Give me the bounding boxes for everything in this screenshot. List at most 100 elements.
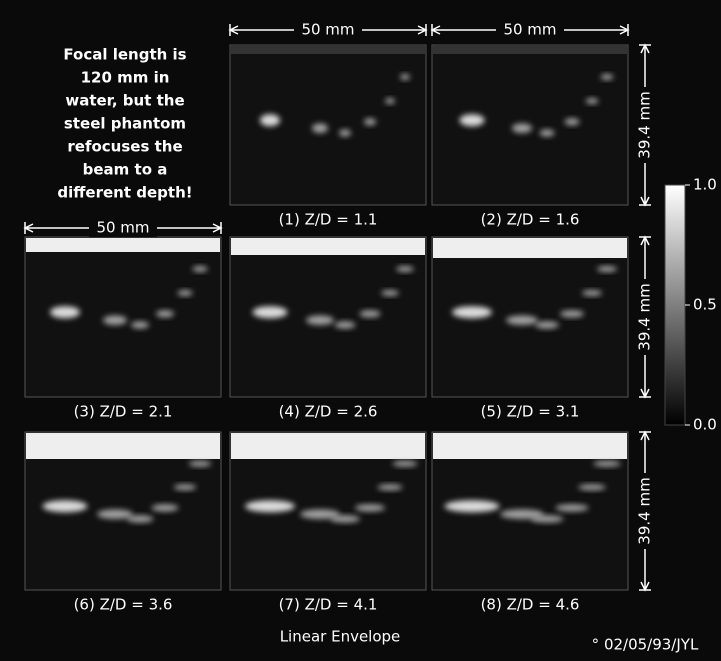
echo [151, 504, 179, 512]
echo [42, 500, 88, 513]
panel-caption: (6) Z/D = 3.6 [74, 596, 173, 614]
saturated-band [433, 433, 627, 459]
saturated-band [433, 238, 627, 258]
panel-caption: (3) Z/D = 2.1 [74, 403, 173, 421]
echo [452, 306, 492, 319]
ultrasound-panel [431, 236, 629, 398]
credit: ° 02/05/93/JYL [592, 636, 699, 654]
width-label: 50 mm [503, 21, 556, 39]
echo [444, 500, 500, 513]
annotation-line: different depth! [57, 184, 192, 202]
echo [177, 290, 193, 296]
ultrasound-panel [24, 431, 222, 591]
echo [330, 515, 360, 523]
echo [245, 500, 295, 513]
echo [131, 321, 149, 329]
echo [385, 98, 395, 104]
annotation-line: steel phantom [64, 115, 186, 133]
panel-frame [431, 44, 629, 206]
panel-frame [229, 44, 427, 206]
echo [355, 504, 385, 512]
panel-caption: (5) Z/D = 3.1 [481, 403, 580, 421]
echo [381, 290, 399, 296]
echo [364, 118, 376, 126]
echo [555, 504, 589, 512]
label-bg [294, 21, 362, 39]
colorbar [664, 184, 686, 426]
echo [192, 266, 208, 272]
echo [252, 306, 288, 319]
ultrasound-panel [229, 44, 427, 206]
echo [97, 509, 133, 519]
echo [306, 315, 334, 326]
echo [156, 310, 174, 318]
panel-caption: (1) Z/D = 1.1 [279, 211, 378, 229]
echo [560, 310, 584, 318]
echo [359, 310, 381, 318]
echo [459, 114, 485, 127]
saturated-band [231, 238, 425, 255]
echo [530, 515, 564, 523]
echo [173, 484, 197, 491]
panel-caption: (2) Z/D = 1.6 [481, 211, 580, 229]
colorbar-tick-label: 1.0 [693, 176, 717, 194]
echo [339, 129, 351, 137]
colorbar-tick-label: 0.0 [693, 416, 717, 434]
echo [593, 460, 621, 467]
ultrasound-panel [229, 431, 427, 591]
echo [585, 98, 599, 104]
annotation-line: 120 mm in [81, 69, 170, 87]
echo [500, 509, 544, 519]
saturated-band [26, 238, 220, 252]
echo [506, 315, 538, 326]
echo [396, 266, 414, 272]
echo [400, 74, 410, 80]
label-bg [496, 21, 564, 39]
label-bg [636, 473, 654, 549]
echo [312, 123, 328, 133]
echo [50, 306, 80, 319]
saturated-band [231, 433, 425, 459]
panel-caption: (4) Z/D = 2.6 [279, 403, 378, 421]
panel-caption: (8) Z/D = 4.6 [481, 596, 580, 614]
echo [300, 509, 340, 519]
ultrasound-panel [431, 44, 629, 206]
annotation-line: refocuses the [67, 138, 182, 156]
echo [600, 74, 614, 80]
echo [512, 123, 532, 133]
echo [126, 515, 154, 523]
annotation-line: water, but the [65, 92, 184, 110]
echo [564, 118, 580, 126]
colorbar-tick-label: 0.5 [693, 296, 717, 314]
depth-label: 39.4 mm [636, 477, 654, 544]
ultrasound-panel [24, 236, 222, 398]
depth-label: 39.4 mm [636, 283, 654, 350]
label-bg [636, 279, 654, 355]
saturated-band [433, 46, 627, 54]
depth-label: 39.4 mm [636, 91, 654, 158]
footer: Linear Envelope [280, 628, 401, 646]
width-label: 50 mm [301, 21, 354, 39]
saturated-band [231, 46, 425, 54]
annotation-line: beam to a [83, 161, 168, 179]
label-bg [636, 87, 654, 163]
echo [597, 266, 617, 272]
echo [260, 114, 280, 127]
echo [377, 484, 403, 491]
annotation-line: Focal length is [63, 46, 186, 64]
echo [188, 460, 212, 467]
echo [535, 321, 559, 329]
echo [334, 321, 356, 329]
label-bg [89, 219, 157, 237]
ultrasound-panel [431, 431, 629, 591]
echo [392, 460, 418, 467]
echo [539, 129, 555, 137]
echo [103, 315, 127, 326]
saturated-band [26, 433, 220, 459]
echo [582, 290, 602, 296]
panel-caption: (7) Z/D = 4.1 [279, 596, 378, 614]
width-label: 50 mm [96, 219, 149, 237]
ultrasound-panel [229, 236, 427, 398]
echo [578, 484, 606, 491]
